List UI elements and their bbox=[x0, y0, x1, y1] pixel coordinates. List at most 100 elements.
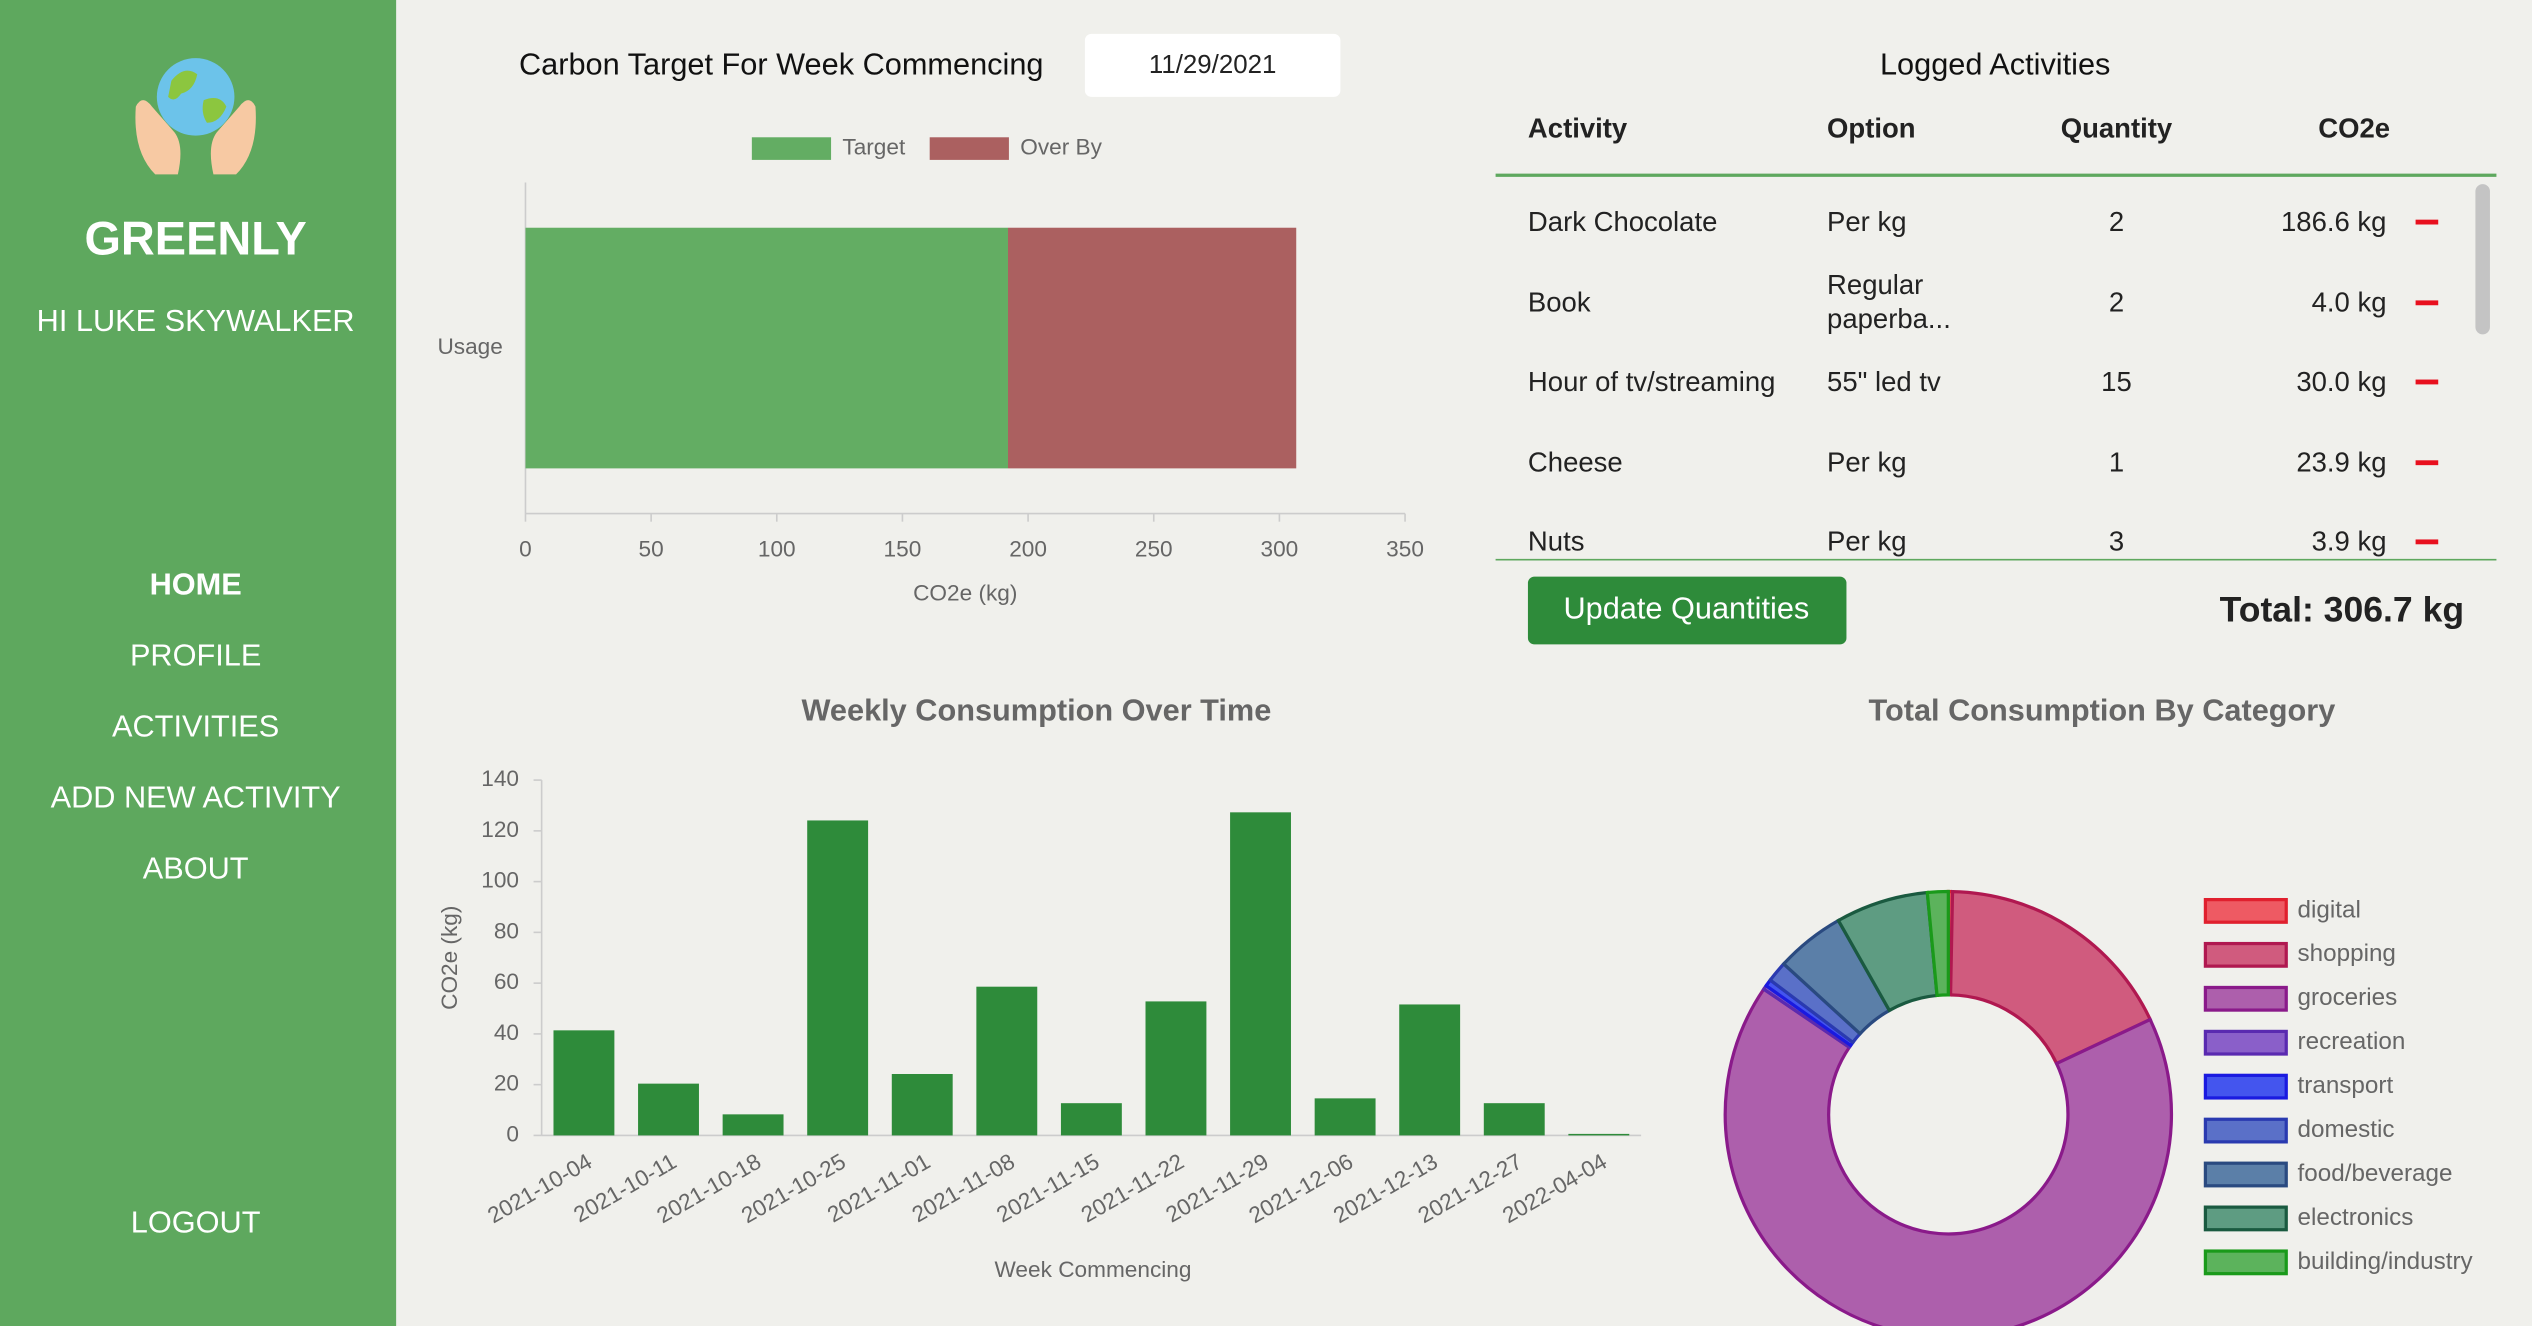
table-cell: 3.9 kg bbox=[2311, 527, 2387, 558]
x-axis-label: Week Commencing bbox=[995, 1257, 1192, 1282]
bar bbox=[553, 1030, 615, 1136]
remove-button[interactable] bbox=[2415, 459, 2439, 465]
table-cell: 186.6 kg bbox=[2281, 206, 2387, 238]
legend-swatch bbox=[2203, 1073, 2288, 1100]
logo bbox=[135, 58, 256, 175]
table-cell: 55" led tv bbox=[1827, 366, 1941, 398]
table-cell: 1 bbox=[2108, 447, 2125, 478]
y-tick-label: 140 bbox=[481, 766, 519, 791]
remove-button[interactable] bbox=[2415, 299, 2439, 305]
y-tick-label: 20 bbox=[494, 1071, 519, 1096]
table-cell: Hour of tv/streaming bbox=[1527, 366, 1776, 398]
table-cell: 23.9 kg bbox=[2296, 447, 2387, 478]
legend-swatch bbox=[2203, 1161, 2288, 1188]
column-header: Option bbox=[1827, 113, 1916, 144]
legend-swatch bbox=[2203, 1117, 2288, 1144]
bar bbox=[1399, 1004, 1461, 1136]
table-row: Dark Chocolate Per kg 2 186.6 kg bbox=[1496, 183, 2474, 264]
legend-label: shopping bbox=[2298, 940, 2396, 967]
table-cell: 4.0 kg bbox=[2311, 286, 2387, 318]
table-row: Hour of tv/streaming 55" led tv 15 30.0 kg bbox=[1496, 343, 2474, 424]
y-tick-label: 120 bbox=[481, 817, 519, 842]
remove-button[interactable] bbox=[2415, 540, 2439, 545]
bar bbox=[807, 820, 869, 1136]
logout-link[interactable]: LOGOUT bbox=[131, 1204, 261, 1239]
table-cell: Per kg bbox=[1827, 446, 1907, 478]
chart-title: Total Consumption By Category bbox=[1869, 692, 2336, 727]
sidebar bbox=[0, 0, 397, 1326]
legend-label: domestic bbox=[2298, 1116, 2395, 1143]
nav-link[interactable]: ACTIVITIES bbox=[112, 709, 279, 744]
doughnut-segment bbox=[1723, 986, 2174, 1326]
y-tick-label: Usage bbox=[437, 334, 502, 359]
table-cell: Book bbox=[1527, 286, 1591, 318]
update-button-label[interactable]: Update Quantities bbox=[1563, 591, 1809, 626]
legend-swatch bbox=[751, 137, 832, 160]
legend-label: electronics bbox=[2298, 1204, 2414, 1231]
legend-swatch bbox=[2203, 1249, 2288, 1276]
legend-label: Over By bbox=[1020, 135, 1102, 160]
date-input[interactable] bbox=[1084, 33, 1341, 97]
table-cell: 15 bbox=[2101, 366, 2132, 398]
table-body: Dark Chocolate Per kg 2 186.6 kg Book Regular… bbox=[1496, 178, 2474, 559]
table-cell: 30.0 kg bbox=[2296, 366, 2387, 398]
greeting: HI LUKE SKYWALKER bbox=[37, 303, 355, 338]
y-tick-label: 60 bbox=[494, 969, 519, 994]
bar bbox=[1314, 1098, 1376, 1136]
x-tick-label: 50 bbox=[639, 537, 664, 562]
table-cell: Dark Chocolate bbox=[1527, 206, 1718, 238]
x-tick-label: 0 bbox=[519, 537, 532, 562]
bar bbox=[722, 1114, 784, 1136]
bar-segment bbox=[525, 227, 1008, 469]
legend-label: building/industry bbox=[2298, 1248, 2474, 1275]
x-tick-label: 350 bbox=[1386, 537, 1424, 562]
column-header: CO2e bbox=[2318, 113, 2391, 144]
y-tick-label: 40 bbox=[494, 1020, 519, 1045]
bar bbox=[1060, 1103, 1122, 1136]
bar bbox=[891, 1073, 953, 1136]
bar bbox=[638, 1083, 699, 1136]
doughnut-segment bbox=[1948, 889, 2153, 1066]
legend-label: Target bbox=[842, 135, 906, 160]
legend-swatch bbox=[2203, 1205, 2288, 1232]
nav-link[interactable]: HOME bbox=[150, 566, 242, 601]
column-header: Quantity bbox=[2060, 113, 2173, 144]
y-tick-label: 80 bbox=[494, 918, 519, 943]
legend-swatch bbox=[2203, 941, 2288, 968]
table-cell: Nuts bbox=[1527, 527, 1585, 558]
x-tick-label: 100 bbox=[758, 537, 796, 562]
x-tick-label: 300 bbox=[1261, 537, 1299, 562]
y-tick-label: 0 bbox=[506, 1121, 519, 1146]
x-tick-label: 200 bbox=[1009, 537, 1047, 562]
target-label: Carbon Target For Week Commencing bbox=[519, 46, 1043, 81]
legend-label: transport bbox=[2298, 1072, 2394, 1099]
column-header: Activity bbox=[1527, 113, 1628, 144]
nav-link[interactable]: ADD NEW ACTIVITY bbox=[51, 780, 341, 815]
table-row: Cheese Per kg 1 23.9 kg bbox=[1496, 423, 2474, 504]
remove-button[interactable] bbox=[2415, 219, 2439, 225]
legend-label: food/beverage bbox=[2298, 1160, 2453, 1187]
remove-button[interactable] bbox=[2415, 379, 2439, 385]
table-title: Logged Activities bbox=[1880, 46, 2110, 81]
legend-swatch bbox=[2203, 897, 2288, 924]
nav-link[interactable]: ABOUT bbox=[143, 851, 249, 886]
x-tick-label: 250 bbox=[1135, 537, 1173, 562]
scrollbar[interactable] bbox=[2475, 184, 2490, 335]
table-cell: 2 bbox=[2108, 286, 2125, 318]
doughnut-segment bbox=[1925, 889, 1950, 998]
table-cell: 2 bbox=[2108, 206, 2125, 238]
legend-swatch bbox=[2203, 985, 2288, 1012]
date-value[interactable]: 11/29/2021 bbox=[1149, 51, 1277, 79]
bar bbox=[1568, 1133, 1630, 1136]
bar bbox=[976, 986, 1038, 1136]
legend-swatch bbox=[2203, 1029, 2288, 1056]
update-button[interactable] bbox=[1527, 576, 1847, 645]
bar bbox=[1145, 1001, 1207, 1136]
nav-link[interactable]: PROFILE bbox=[130, 637, 261, 672]
brand: GREENLY bbox=[84, 213, 306, 265]
table-row: Book Regular paperba... 2 4.0 kg bbox=[1496, 263, 2474, 344]
table-cell: Cheese bbox=[1527, 447, 1623, 478]
bar-segment bbox=[1007, 227, 1297, 469]
